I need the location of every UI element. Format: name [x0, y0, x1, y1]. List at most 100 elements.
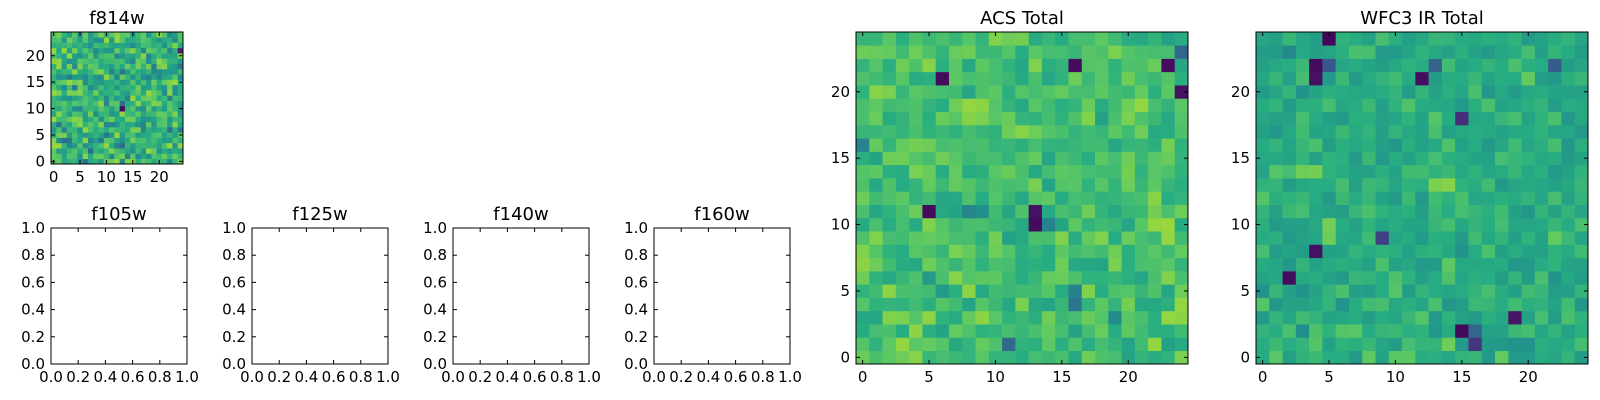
heatmap-cell — [51, 148, 57, 154]
heatmap-cell — [1134, 164, 1149, 179]
heatmap-cell — [1041, 271, 1056, 285]
heatmap-cell — [922, 337, 936, 352]
heatmap-cell — [103, 116, 110, 123]
heatmap-cell — [1161, 297, 1176, 312]
heatmap-cell — [172, 68, 179, 75]
heatmap-cell — [66, 111, 73, 117]
heatmap-cell — [66, 100, 73, 107]
heatmap-cell — [895, 58, 910, 73]
heatmap-cell — [922, 138, 936, 152]
heatmap-cell — [1161, 191, 1176, 205]
heatmap-cell — [1095, 350, 1109, 365]
heatmap-cell — [119, 58, 126, 64]
heatmap-cell — [1108, 204, 1122, 219]
heatmap-cell — [1174, 32, 1189, 46]
heatmap-cell — [1441, 204, 1456, 219]
heatmap-cell — [161, 63, 168, 70]
heatmap-cell — [56, 47, 62, 54]
heatmap-cell — [1256, 178, 1270, 192]
heatmap-cell — [109, 137, 115, 144]
heatmap-cell — [82, 158, 89, 165]
heatmap-cell — [1041, 337, 1056, 352]
heatmap-cells-wfc3-ir-total — [1256, 32, 1589, 365]
heatmap-cell — [1295, 204, 1310, 219]
heatmap-cell — [1561, 337, 1576, 352]
heatmap-cell — [124, 37, 131, 43]
y-tick-label: 0.8 — [423, 246, 447, 264]
heatmap-cell — [1148, 257, 1162, 272]
heatmap-cell — [172, 111, 179, 117]
heatmap-cell — [1495, 151, 1509, 166]
heatmap-cell — [1161, 151, 1176, 166]
heatmap-cell — [1309, 71, 1323, 86]
heatmap-cell — [1348, 58, 1363, 73]
heatmap-cell — [77, 137, 83, 144]
heatmap-cell — [1121, 217, 1136, 232]
heatmap-cell — [172, 90, 179, 96]
heatmap-cell — [1548, 71, 1562, 86]
heatmap-cell — [1508, 164, 1522, 179]
heatmap-cell — [1455, 337, 1469, 352]
heatmap-cell — [1428, 111, 1443, 126]
heatmap-cell — [109, 90, 115, 96]
heatmap-cell — [135, 111, 142, 117]
y-tick-label: 0.8 — [222, 246, 246, 264]
heatmap-cell — [1256, 111, 1270, 126]
heatmap-cell — [1174, 244, 1189, 259]
heatmap-cell — [140, 74, 147, 80]
heatmap-cell — [151, 32, 157, 38]
heatmap-cell — [167, 32, 173, 38]
heatmap-cell — [1108, 111, 1122, 126]
heatmap-cell — [962, 217, 976, 232]
heatmap-cell — [882, 297, 897, 312]
heatmap-cell — [1269, 58, 1283, 73]
heatmap-cell — [1055, 244, 1069, 259]
heatmap-cell — [1174, 98, 1189, 112]
heatmap-cell — [882, 178, 897, 192]
x-tick-label: 10 — [97, 168, 116, 186]
heatmap-cell — [1415, 124, 1429, 139]
heatmap-cell — [1495, 350, 1509, 365]
x-tick-label: 20 — [1119, 368, 1138, 386]
heatmap-cell — [130, 116, 136, 123]
heatmap-cell — [93, 90, 99, 96]
heatmap-cell — [1574, 257, 1589, 272]
heatmap-cell — [82, 53, 89, 59]
heatmap-cell — [135, 158, 142, 165]
heatmap-cell — [61, 68, 68, 75]
heatmap-cell — [1574, 350, 1589, 365]
heatmap-cell — [1295, 45, 1310, 59]
heatmap-cell — [1068, 191, 1083, 205]
heatmap-cell — [61, 84, 68, 91]
heatmap-cell — [1108, 58, 1122, 73]
heatmap-cell — [1256, 337, 1270, 352]
heatmap-cell — [1508, 217, 1522, 232]
heatmap-cell — [1161, 337, 1176, 352]
heatmap-cell — [1561, 85, 1576, 99]
heatmap-cell — [1521, 297, 1536, 312]
heatmap-cell — [161, 105, 168, 112]
plot-frame-f160w — [653, 227, 791, 365]
heatmap-cell — [1121, 297, 1136, 312]
heatmap-cell — [988, 98, 1003, 112]
heatmap-cell — [1055, 310, 1069, 325]
heatmap-cell — [1455, 151, 1469, 166]
heatmap-cell — [1174, 124, 1189, 139]
heatmap-cell — [1428, 297, 1443, 312]
heatmap-cell — [1174, 151, 1189, 166]
heatmap-cell — [82, 137, 89, 144]
heatmap-cell — [1015, 45, 1029, 59]
heatmap-cell — [1521, 164, 1536, 179]
heatmap-cell — [1508, 231, 1522, 245]
heatmap-cell — [146, 158, 152, 165]
heatmap-cell — [948, 310, 963, 325]
heatmap-cell — [119, 158, 126, 165]
heatmap-cell — [1415, 98, 1429, 112]
heatmap-cell — [1441, 85, 1456, 99]
heatmap-cell — [1161, 98, 1176, 112]
heatmap-cell — [135, 153, 142, 160]
heatmap-cell — [1108, 324, 1122, 338]
heatmap-cell — [124, 148, 131, 154]
heatmap-cell — [56, 90, 62, 96]
heatmap-cell — [869, 111, 883, 126]
